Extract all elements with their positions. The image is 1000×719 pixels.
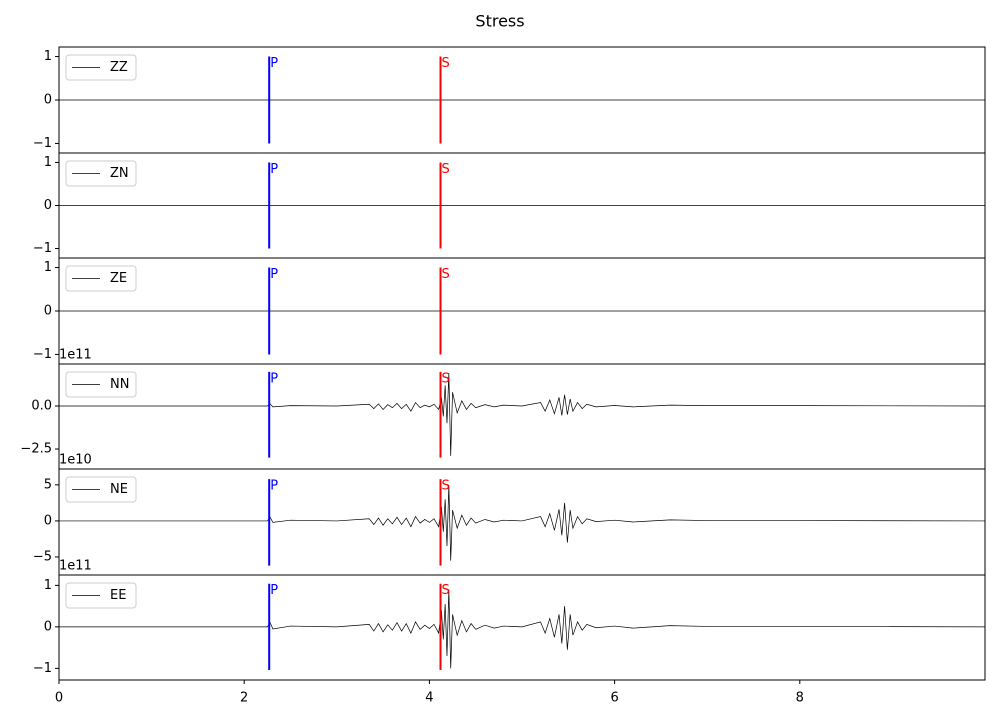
y-tick-label: −1 — [33, 347, 52, 362]
legend-box — [65, 582, 137, 609]
x-tick-label: 2 — [240, 691, 248, 706]
phase-label: S — [442, 371, 450, 386]
y-tick-label: 0 — [44, 304, 52, 319]
y-tick-label: 1 — [44, 49, 52, 64]
phase-label: S — [442, 479, 450, 494]
trace — [59, 373, 986, 456]
y-tick-label: 1 — [44, 155, 52, 170]
offset-text: 1e11 — [59, 348, 92, 363]
y-tick-label: 1 — [44, 578, 52, 593]
axes-frame — [58, 574, 986, 681]
legend-label: NN — [110, 377, 129, 392]
y-tick-label: −1 — [33, 241, 52, 256]
phase-label: P — [270, 371, 278, 386]
phase-label: P — [270, 267, 278, 282]
y-tick-label: 5 — [44, 477, 52, 492]
legend-box — [65, 160, 137, 187]
y-tick-label: 0 — [44, 513, 52, 528]
phase-label: P — [270, 56, 278, 71]
y-tick-label: 0.0 — [31, 399, 52, 414]
phase-label: S — [442, 56, 450, 71]
legend-label: ZZ — [110, 60, 128, 75]
phase-label: S — [442, 267, 450, 282]
x-tick-label: 0 — [55, 691, 63, 706]
phase-label: P — [270, 479, 278, 494]
phase-label: P — [270, 162, 278, 177]
figure-title: Stress — [475, 12, 524, 31]
y-tick-label: 0 — [44, 93, 52, 108]
legend-box — [65, 265, 137, 292]
phase-label: S — [442, 583, 450, 598]
trace — [59, 484, 986, 561]
x-tick-label: 6 — [610, 691, 618, 706]
axes-frame — [58, 468, 986, 576]
phase-label: P — [270, 583, 278, 598]
phase-label: S — [442, 162, 450, 177]
legend-box — [65, 371, 137, 398]
legend-box — [65, 54, 137, 81]
y-tick-label: 1 — [44, 260, 52, 275]
legend-box — [65, 476, 137, 503]
y-tick-label: 0 — [44, 198, 52, 213]
trace — [59, 589, 986, 669]
legend-label: ZN — [110, 166, 129, 181]
y-tick-label: −1 — [33, 661, 52, 676]
legend-label: EE — [110, 588, 126, 603]
axes-frame — [58, 363, 986, 470]
offset-text: 1e11 — [59, 559, 92, 574]
x-tick-label: 4 — [425, 691, 433, 706]
legend-label: NE — [110, 482, 128, 497]
y-tick-label: −2.5 — [20, 442, 52, 457]
offset-text: 1e10 — [59, 453, 92, 468]
y-tick-label: 0 — [44, 619, 52, 634]
legend-label: ZE — [110, 271, 127, 286]
x-tick-label: 8 — [796, 691, 804, 706]
y-tick-label: −1 — [33, 136, 52, 151]
y-tick-label: −5 — [33, 549, 52, 564]
